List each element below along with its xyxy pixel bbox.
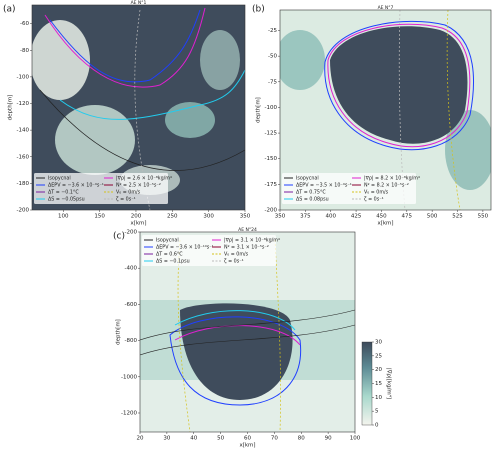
legend-label: |∇ρ| = 3.1 × 10⁻⁸kg/m⁴ [224, 238, 280, 244]
legend-label: ζ = 0s⁻¹ [364, 197, 384, 203]
x-tick-label: 425 [351, 214, 362, 220]
y-tick-label: -75 [268, 79, 277, 85]
colorbar-tick-label: 5 [375, 409, 379, 415]
legend-label: Isopycnal [296, 176, 319, 182]
plot-frame [31, 4, 246, 211]
legend-box [282, 173, 416, 204]
legend-label: N² = 8.2 × 10⁻⁵s⁻² [364, 183, 409, 189]
y-tick-label: -400 [125, 266, 138, 272]
legend-label: N² = 2.5 × 10⁻⁵s⁻² [116, 183, 161, 189]
panel-label: (b) [252, 5, 265, 15]
legend-label: ΔT = 0.6°C [156, 252, 183, 258]
x-tick-label: 350 [240, 214, 251, 220]
y-tick-label: -1200 [121, 410, 137, 416]
x-tick-label: 40 [190, 436, 197, 442]
y-axis-label: depth[m] [256, 97, 262, 123]
y-tick-label: -200 [17, 208, 30, 214]
plot-frame [279, 9, 492, 211]
x-tick-label: 450 [376, 214, 387, 220]
y-tick-label: -200 [125, 230, 138, 236]
y-tick-label: -25 [268, 28, 277, 34]
legend-label: ΔS = −0.05psu [48, 197, 85, 203]
x-tick-label: 20 [137, 436, 144, 442]
y-tick-label: -50 [268, 54, 277, 60]
legend-label: |∇ρ| = 8.2 × 10⁻⁸kg/m⁴ [364, 176, 420, 182]
legend-label: ΔS = 0.08psu [296, 197, 329, 203]
x-tick-label: 60 [244, 436, 251, 442]
x-tick-label: 375 [300, 214, 311, 220]
legend-label: V₀ = 0m/s [116, 190, 141, 196]
legend-label: ΔEPV = −3.5 × 10⁻⁹s⁻¹ [296, 183, 352, 189]
colorbar-tick-label: 20 [375, 367, 382, 373]
legend-box [34, 173, 168, 204]
x-tick-label: 500 [427, 214, 438, 220]
y-axis-label: depth[m] [8, 95, 14, 121]
colorbar-tick-label: 0 [375, 423, 379, 429]
y-tick-label: -60 [20, 21, 29, 27]
colorbar-tick-label: 25 [375, 353, 382, 359]
x-tick-label: 100 [58, 214, 69, 220]
legend-label: ΔT = 0.75°C [296, 190, 326, 196]
x-tick-label: 30 [163, 436, 170, 442]
x-tick-label: 80 [298, 436, 305, 442]
y-tick-label: -800 [125, 338, 138, 344]
legend-label: V₀ = 0m/s [224, 252, 249, 258]
x-tick-label: 350 [275, 214, 286, 220]
x-tick-label: 550 [478, 214, 489, 220]
x-axis-label: x[km] [130, 221, 146, 227]
colorbar-tick-label: 10 [375, 395, 382, 401]
x-tick-label: 200 [131, 214, 142, 220]
x-tick-label: 525 [452, 214, 463, 220]
x-tick-label: 475 [402, 214, 413, 220]
colorbar-label: |∇ρ|[kg/m⁴] [386, 368, 393, 399]
y-tick-label: -160 [17, 154, 30, 160]
legend-label: ΔEPV = −3.6 × 10⁻¹⁰s⁻¹ [156, 245, 214, 251]
legend-box [142, 235, 276, 266]
x-tick-label: 300 [203, 214, 214, 220]
panel-label: (c) [113, 232, 125, 242]
x-tick-label: 90 [325, 436, 332, 442]
y-tick-label: -100 [265, 105, 278, 111]
x-tick-label: 50 [217, 436, 224, 442]
y-tick-label: -175 [265, 182, 278, 188]
panel-label: (a) [3, 5, 16, 15]
colorbar-tick-label: 30 [375, 340, 382, 346]
y-tick-label: -1000 [121, 374, 137, 380]
panel-title: AE N°24 [238, 227, 257, 233]
legend-label: N² = 3.1 × 10⁻⁵s⁻² [224, 245, 269, 251]
x-tick-label: 250 [167, 214, 178, 220]
y-axis-label: depth[m] [116, 319, 122, 345]
x-axis-label: x[km] [239, 443, 255, 449]
y-tick-label: -150 [265, 156, 278, 162]
y-tick-label: -200 [265, 208, 278, 214]
y-tick-label: -120 [17, 101, 30, 107]
panel-title: AE N°7 [378, 5, 394, 11]
legend-label: ζ = 0s⁻¹ [116, 197, 136, 203]
y-tick-label: -125 [265, 131, 278, 137]
legend-label: ΔEPV = −3.6 × 10⁻⁹s⁻¹ [48, 183, 104, 189]
legend-label: Isopycnal [156, 238, 179, 244]
y-tick-label: -80 [20, 48, 29, 54]
colorbar [361, 341, 373, 426]
legend-label: ζ = 0s⁻¹ [224, 259, 244, 265]
x-tick-label: 100 [350, 436, 361, 442]
y-tick-label: -600 [125, 302, 138, 308]
legend-label: ΔT = −0.1°C [48, 190, 79, 196]
x-tick-label: 70 [271, 436, 278, 442]
panel-title: AE N°1 [131, 0, 147, 6]
y-tick-label: -100 [17, 74, 30, 80]
y-tick-label: -180 [17, 181, 30, 187]
x-tick-label: 400 [325, 214, 336, 220]
legend-label: |∇ρ| = 2.6 × 10⁻⁸kg/m⁴ [116, 176, 172, 182]
legend-label: ΔS = −0.1psu [156, 259, 190, 265]
x-axis-label: x[km] [377, 221, 393, 227]
x-tick-label: 150 [94, 214, 105, 220]
y-tick-label: -140 [17, 128, 30, 134]
legend-label: V₀ = 0m/s [364, 190, 389, 196]
legend-label: Isopycnal [48, 176, 71, 182]
colorbar-tick-label: 15 [375, 381, 382, 387]
